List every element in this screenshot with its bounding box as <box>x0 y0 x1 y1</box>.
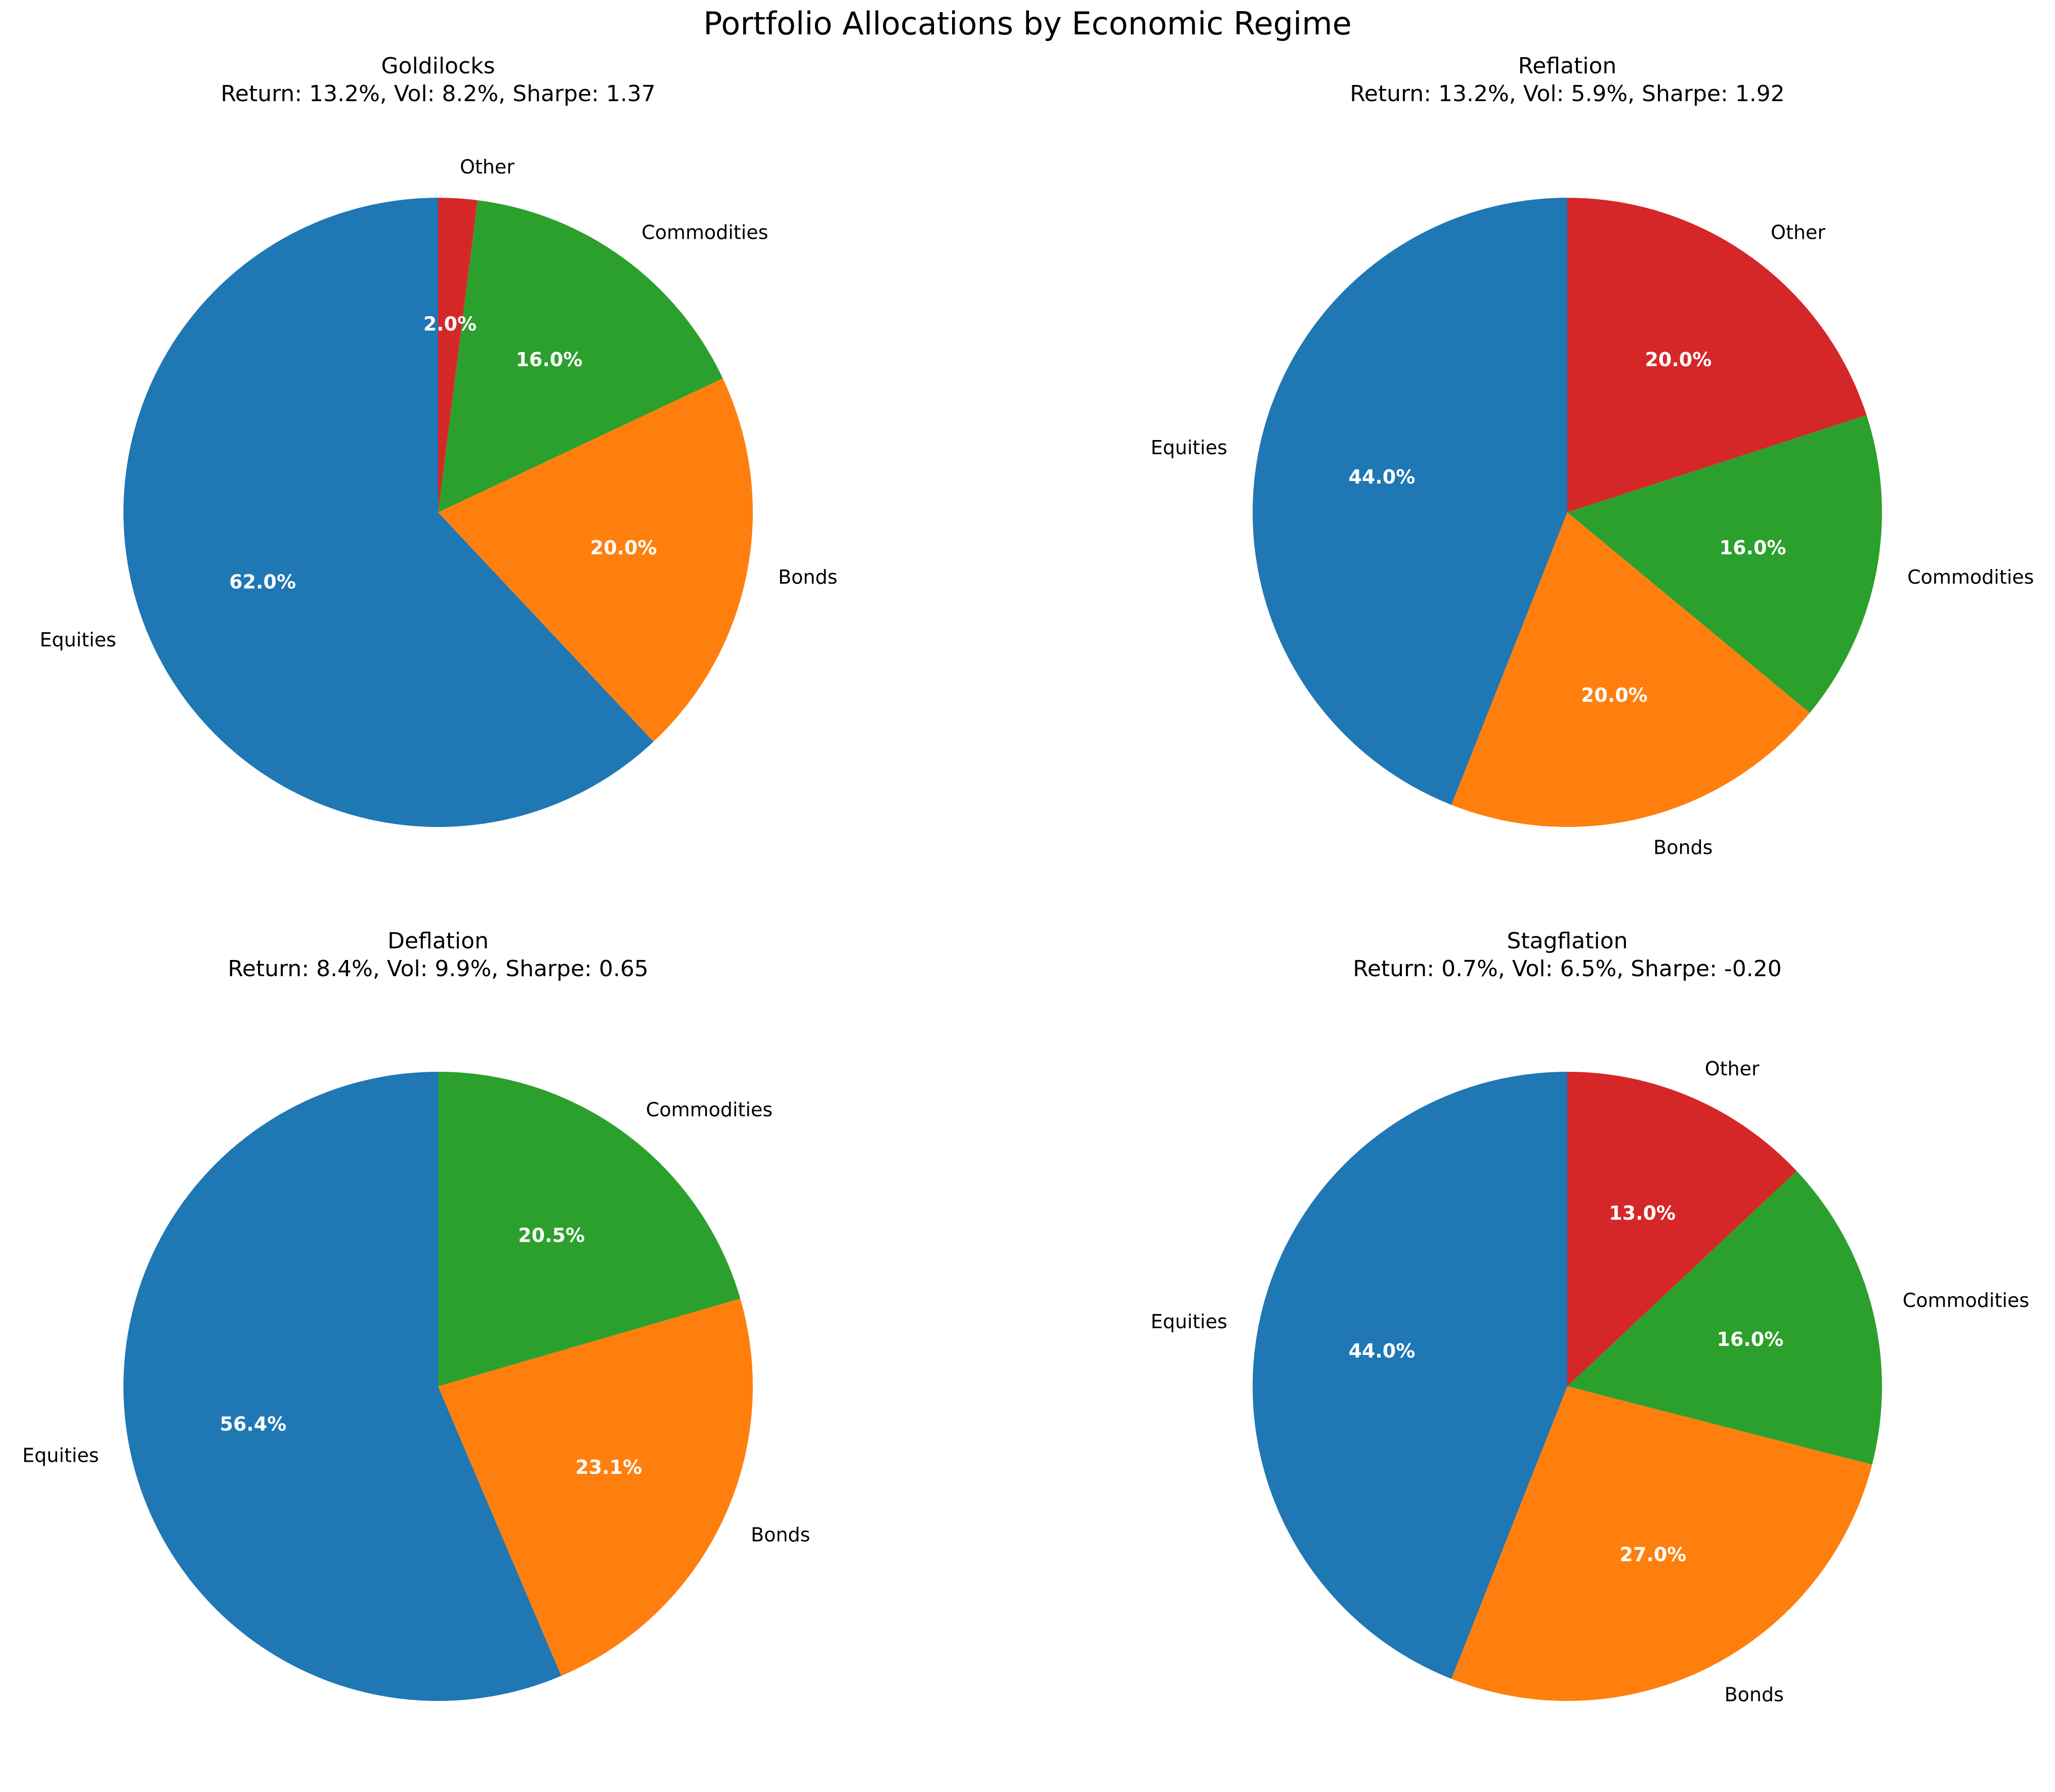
slice-label-commodities: Commodities <box>641 221 768 243</box>
pie-subtitle: Return: 13.2%, Vol: 5.9%, Sharpe: 1.92 <box>1350 81 1785 107</box>
slice-bonds <box>1451 512 1810 827</box>
slice-percent-commodities: 16.0% <box>516 348 582 371</box>
slice-label-equities: Equities <box>1151 1310 1227 1333</box>
slice-equities <box>123 198 654 827</box>
slice-percent-other: 13.0% <box>1609 1202 1676 1224</box>
slice-percent-equities: 56.4% <box>220 1413 286 1435</box>
slice-label-equities: Equities <box>22 1445 99 1467</box>
slice-other <box>1567 1072 1797 1386</box>
slice-percent-equities: 44.0% <box>1348 466 1415 488</box>
slice-label-bonds: Bonds <box>1653 837 1712 859</box>
slice-commodities <box>438 200 723 512</box>
pie-subtitle: Return: 13.2%, Vol: 8.2%, Sharpe: 1.37 <box>221 81 656 107</box>
pie-subtitle: Return: 8.4%, Vol: 9.9%, Sharpe: 0.65 <box>228 956 649 982</box>
slice-label-commodities: Commodities <box>1903 1289 2029 1312</box>
slice-other <box>1567 197 1867 512</box>
slice-percent-bonds: 20.0% <box>590 537 657 559</box>
slice-percent-other: 2.0% <box>423 313 477 335</box>
slice-label-other: Other <box>460 156 515 178</box>
slice-percent-commodities: 20.5% <box>518 1225 585 1247</box>
slice-label-bonds: Bonds <box>778 566 837 588</box>
slice-label-bonds: Bonds <box>751 1523 810 1546</box>
slice-commodities <box>438 1072 741 1386</box>
slice-equities <box>123 1072 562 1701</box>
pie-title: Stagflation <box>1507 928 1628 954</box>
pie-title: Deflation <box>388 928 489 954</box>
slice-percent-bonds: 27.0% <box>1620 1544 1687 1566</box>
slice-label-equities: Equities <box>39 629 116 651</box>
slice-percent-equities: 44.0% <box>1348 1340 1415 1362</box>
slice-percent-commodities: 16.0% <box>1720 537 1786 559</box>
slice-percent-equities: 62.0% <box>229 571 296 593</box>
slice-label-commodities: Commodities <box>646 1099 773 1121</box>
slice-percent-bonds: 23.1% <box>575 1456 642 1478</box>
slice-commodities <box>1567 1171 1882 1465</box>
slice-bonds <box>438 378 753 742</box>
slice-other <box>438 198 478 512</box>
slice-bonds <box>438 1298 753 1676</box>
slice-label-other: Other <box>1771 221 1825 243</box>
slice-commodities <box>1567 415 1882 713</box>
slice-equities <box>1253 1072 1567 1679</box>
figure-title: Portfolio Allocations by Economic Regime <box>703 5 1352 42</box>
slice-percent-other: 20.0% <box>1645 348 1711 371</box>
slice-label-commodities: Commodities <box>1907 566 2034 588</box>
slice-percent-bonds: 20.0% <box>1581 684 1648 706</box>
slice-label-bonds: Bonds <box>1725 1684 1784 1706</box>
slice-bonds <box>1451 1386 1872 1701</box>
slice-equities <box>1253 198 1567 805</box>
slice-label-equities: Equities <box>1151 436 1227 459</box>
pie-title: Reflation <box>1518 53 1617 79</box>
slice-label-other: Other <box>1705 1058 1760 1080</box>
pie-subtitle: Return: 0.7%, Vol: 6.5%, Sharpe: -0.20 <box>1353 956 1782 982</box>
slice-percent-commodities: 16.0% <box>1717 1328 1784 1350</box>
pie-title: Goldilocks <box>381 53 495 79</box>
